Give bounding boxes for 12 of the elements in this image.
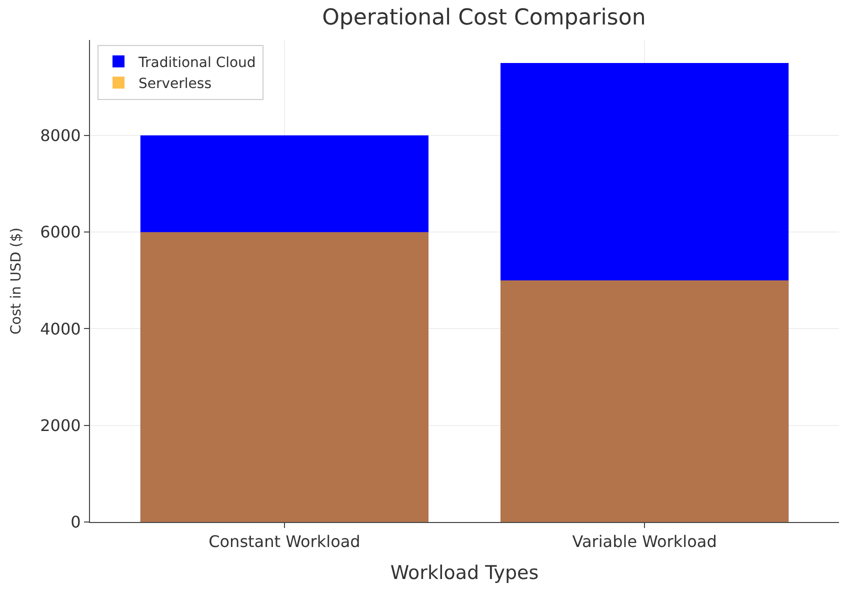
y-tick-label: 8000 (40, 126, 81, 146)
legend-label: Serverless (138, 76, 212, 92)
x-tick-label: Constant Workload (208, 532, 360, 552)
y-tick-label: 6000 (40, 222, 81, 242)
y-tick-label: 0 (70, 512, 81, 532)
y-tick-label: 4000 (40, 319, 81, 338)
y-axis-title: Cost in USD ($) (8, 228, 25, 334)
x-axis-title: Workload Types (390, 562, 539, 584)
legend-label: Traditional Cloud (137, 54, 256, 71)
y-tick-label: 2000 (40, 416, 81, 435)
x-tick-label: Variable Workload (572, 532, 717, 552)
chart-title: Operational Cost Comparison (322, 5, 646, 30)
